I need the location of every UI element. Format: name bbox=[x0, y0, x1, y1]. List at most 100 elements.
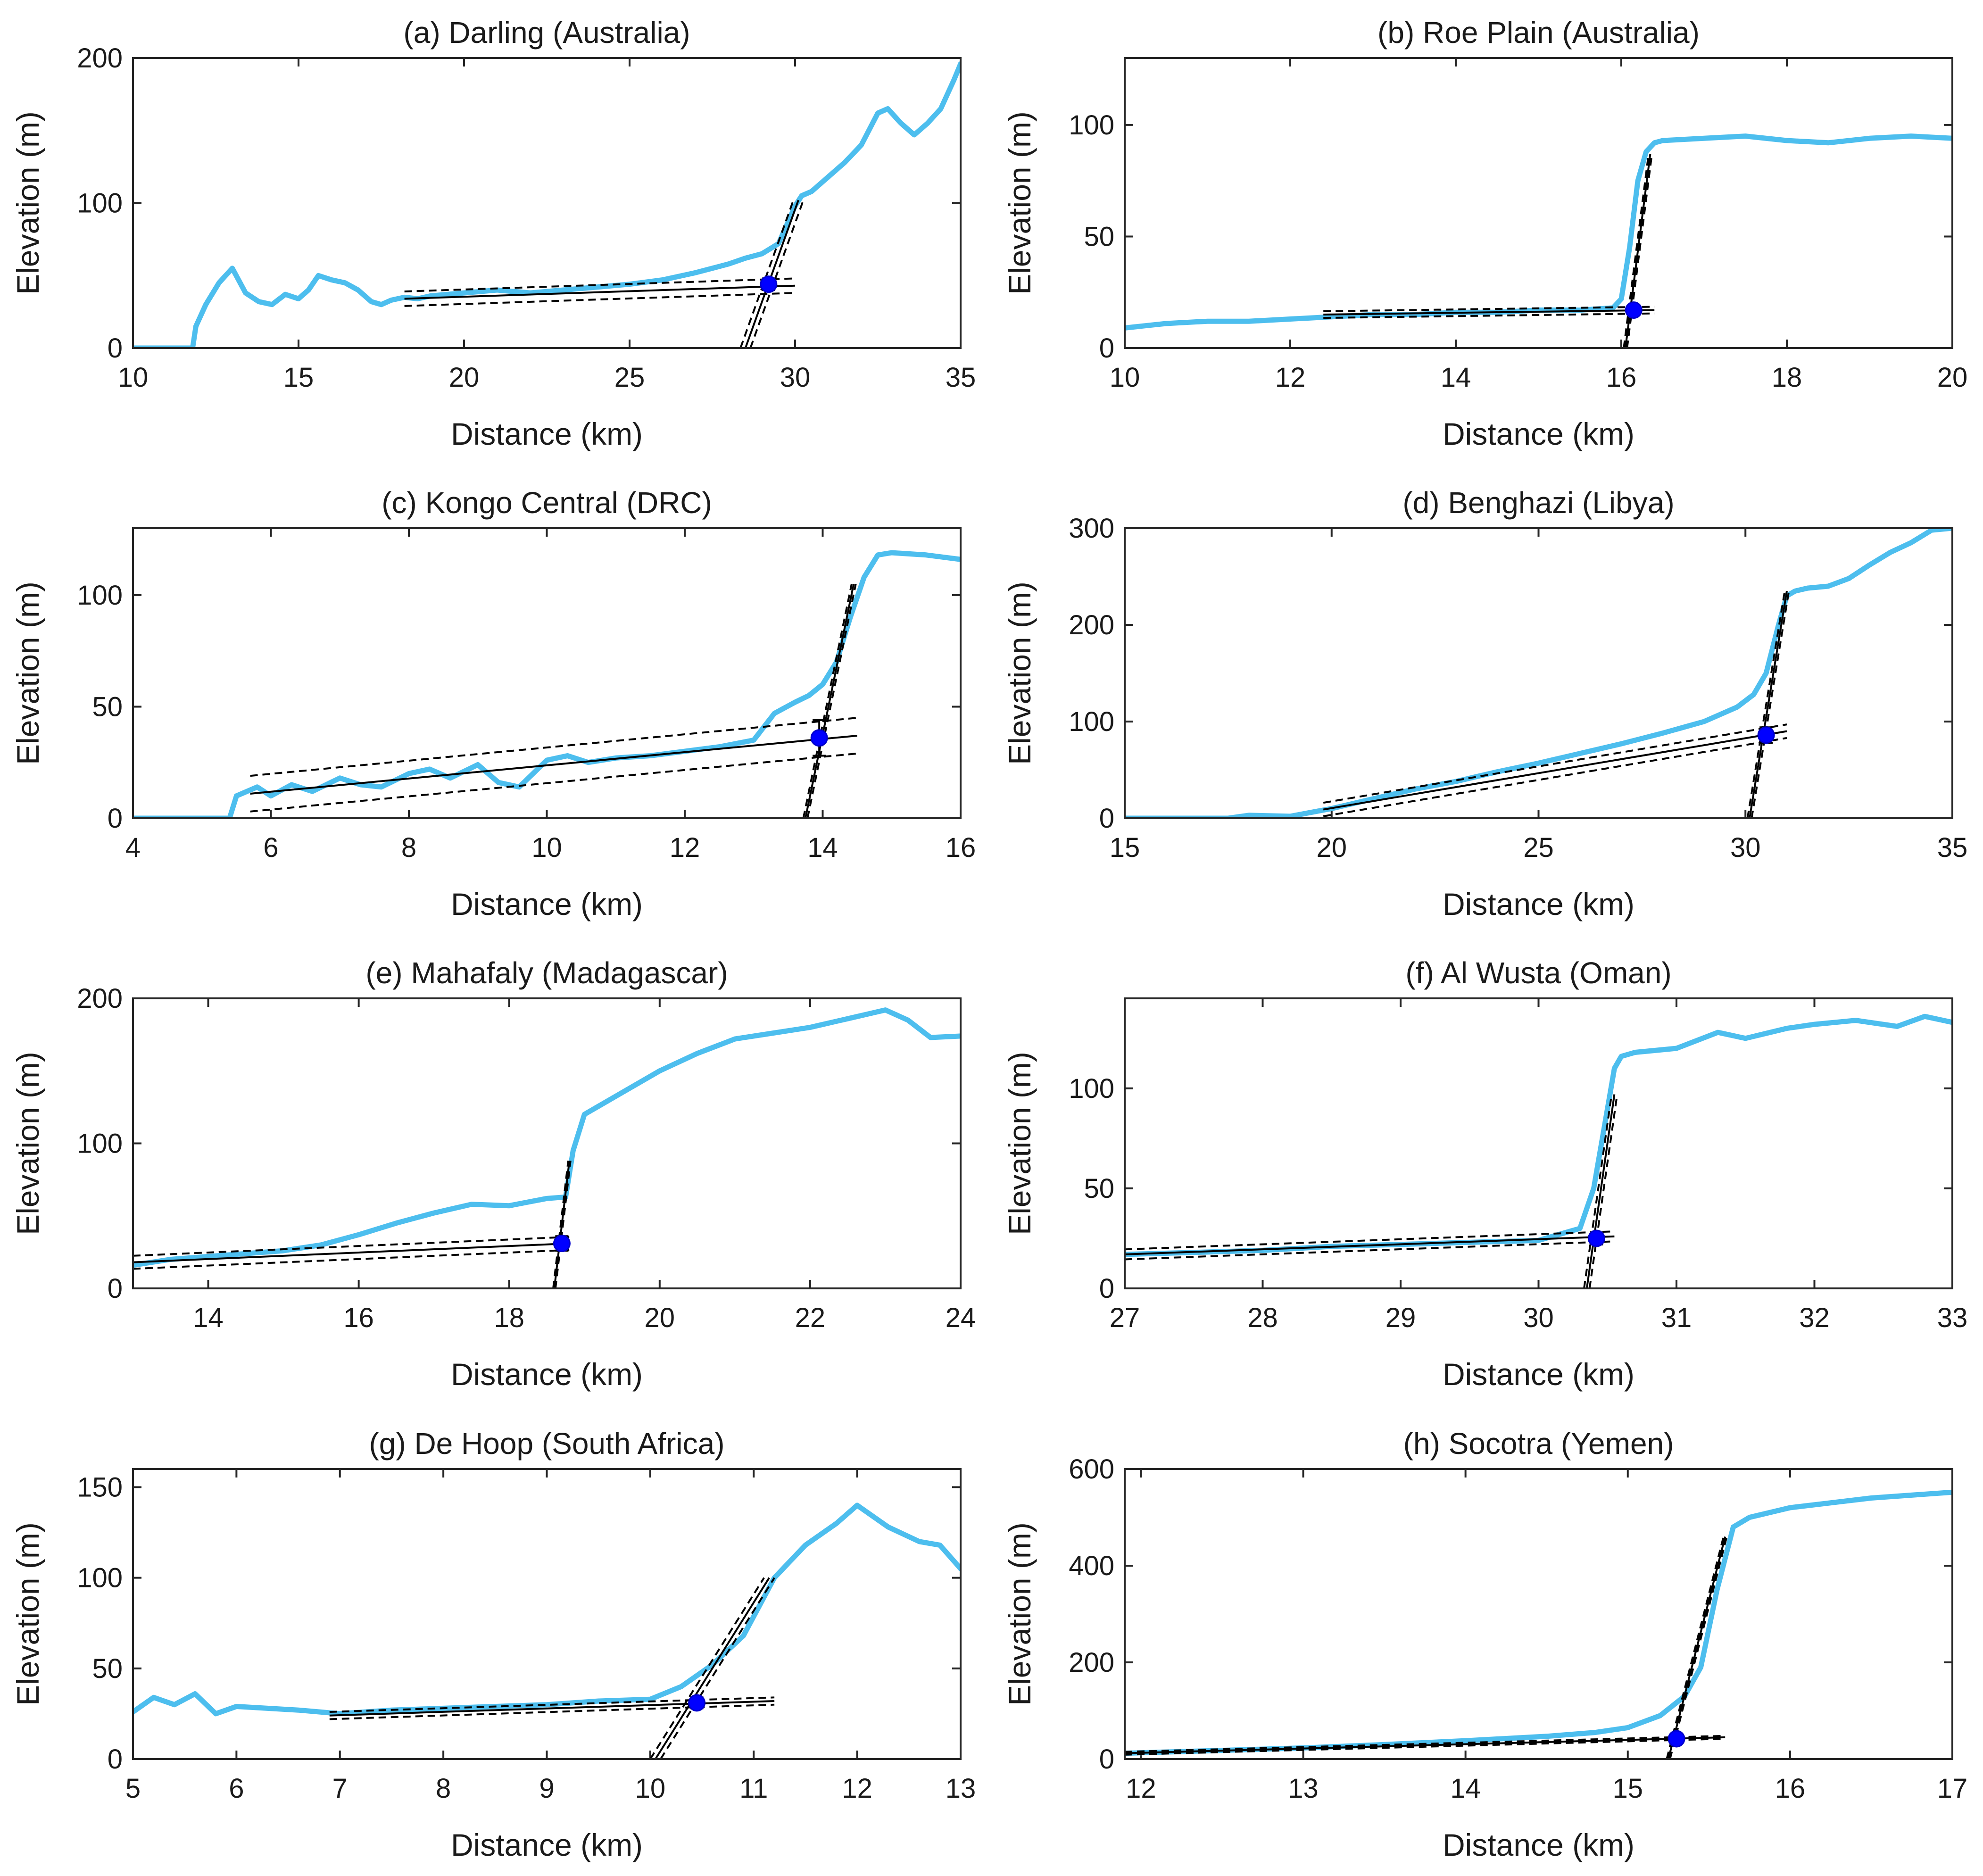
elevation-profile-line bbox=[133, 1007, 961, 1268]
y-tick-label: 100 bbox=[77, 580, 123, 611]
x-tick-label: 17 bbox=[1937, 1773, 1968, 1804]
y-tick-label: 0 bbox=[1099, 1273, 1114, 1304]
x-tick-label: 25 bbox=[614, 362, 645, 393]
y-tick-label: 0 bbox=[108, 1273, 123, 1304]
x-tick-label: 35 bbox=[1937, 832, 1968, 863]
y-axis-label: Elevation (m) bbox=[10, 1052, 45, 1235]
x-tick-label: 14 bbox=[1441, 362, 1471, 393]
scarp-confidence-line bbox=[1666, 1536, 1725, 1759]
platform-fit-line bbox=[1323, 730, 1787, 811]
y-tick-label: 200 bbox=[77, 43, 123, 74]
y-tick-label: 600 bbox=[1069, 1454, 1114, 1485]
inner-edge-point bbox=[688, 1694, 706, 1712]
x-tick-label: 22 bbox=[795, 1303, 826, 1333]
platform-fit-line bbox=[1125, 1736, 1726, 1754]
inner-edge-point bbox=[810, 729, 828, 747]
x-tick-label: 20 bbox=[645, 1303, 675, 1333]
x-tick-label: 27 bbox=[1110, 1303, 1140, 1333]
panel-title: (a) Darling (Australia) bbox=[403, 16, 690, 50]
x-tick-label: 35 bbox=[946, 362, 976, 393]
scarp-fit-line bbox=[804, 583, 855, 818]
y-tick-label: 100 bbox=[77, 1129, 123, 1159]
x-tick-label: 30 bbox=[1523, 1303, 1554, 1333]
scarp-confidence-line bbox=[806, 583, 857, 818]
axes-frame bbox=[132, 527, 962, 819]
x-tick-label: 14 bbox=[807, 832, 838, 863]
elevation-profile-line bbox=[133, 61, 961, 348]
scarp-fit-line bbox=[655, 1577, 770, 1759]
x-tick-label: 13 bbox=[1288, 1773, 1319, 1804]
y-tick-label: 200 bbox=[1069, 1647, 1114, 1678]
x-tick-label: 16 bbox=[1606, 362, 1637, 393]
x-tick-label: 5 bbox=[125, 1773, 141, 1804]
axes-frame bbox=[1124, 57, 1953, 349]
inner-edge-point bbox=[553, 1235, 571, 1253]
platform-fit-line bbox=[1125, 1235, 1615, 1255]
platform-confidence-line bbox=[404, 277, 796, 293]
scarp-confidence-line bbox=[749, 199, 805, 348]
platform-confidence-line bbox=[250, 717, 857, 777]
y-tick-label: 0 bbox=[108, 333, 123, 364]
y-tick-label: 0 bbox=[108, 803, 123, 834]
x-tick-label: 16 bbox=[343, 1303, 374, 1333]
scarp-confidence-line bbox=[552, 1161, 569, 1288]
x-tick-label: 25 bbox=[1523, 832, 1554, 863]
y-axis-label: Elevation (m) bbox=[1002, 1522, 1037, 1706]
elevation-profile-line bbox=[1125, 1013, 1952, 1257]
y-tick-label: 100 bbox=[77, 1563, 123, 1594]
platform-confidence-line bbox=[1323, 312, 1655, 319]
x-tick-label: 16 bbox=[946, 832, 976, 863]
scarp-fit-line bbox=[744, 199, 799, 348]
x-tick-label: 6 bbox=[229, 1773, 244, 1804]
x-axis-label: Distance (km) bbox=[451, 1357, 643, 1392]
x-tick-label: 30 bbox=[780, 362, 811, 393]
x-axis-label: Distance (km) bbox=[1443, 887, 1635, 921]
scarp-confidence-line bbox=[1626, 154, 1653, 348]
y-tick-label: 200 bbox=[77, 983, 123, 1014]
y-tick-label: 100 bbox=[1069, 1073, 1114, 1104]
platform-confidence-line bbox=[1323, 737, 1787, 817]
panel-3: (c) Kongo Central (DRC) Distance (km) Elev… bbox=[10, 486, 976, 921]
x-tick-label: 14 bbox=[193, 1303, 224, 1333]
axes-frame bbox=[132, 57, 962, 349]
x-axis-label: Distance (km) bbox=[451, 416, 643, 451]
scarp-confidence-line bbox=[1669, 1536, 1728, 1759]
x-tick-label: 10 bbox=[1110, 362, 1140, 393]
x-tick-label: 15 bbox=[1613, 1773, 1643, 1804]
y-axis-label: Elevation (m) bbox=[10, 111, 45, 295]
y-tick-label: 50 bbox=[1084, 221, 1114, 252]
scarp-confidence-line bbox=[1751, 590, 1790, 818]
x-tick-label: 15 bbox=[1110, 832, 1140, 863]
y-axis-label: Elevation (m) bbox=[10, 581, 45, 765]
panel-title: (g) De Hoop (South Africa) bbox=[369, 1427, 724, 1461]
axes-frame bbox=[132, 1468, 962, 1760]
platform-fit-line bbox=[133, 1242, 570, 1263]
y-tick-label: 50 bbox=[92, 691, 123, 722]
panel-4: (d) Benghazi (Libya) Distance (km) Elevati… bbox=[1002, 486, 1967, 921]
x-tick-label: 18 bbox=[494, 1303, 524, 1333]
platform-fit-line bbox=[250, 734, 857, 795]
x-tick-label: 14 bbox=[1450, 1773, 1481, 1804]
platform-confidence-line bbox=[1323, 306, 1655, 312]
inner-edge-point bbox=[1668, 1730, 1685, 1748]
platform-confidence-line bbox=[1323, 723, 1787, 804]
y-tick-label: 300 bbox=[1069, 513, 1114, 544]
scarp-confidence-line bbox=[739, 199, 795, 348]
panel-1: (a) Darling (Australia) Distance (km) Elev… bbox=[10, 16, 976, 451]
x-axis-label: Distance (km) bbox=[1443, 1827, 1635, 1862]
x-axis-label: Distance (km) bbox=[1443, 416, 1635, 451]
x-tick-label: 7 bbox=[332, 1773, 348, 1804]
elevation-profile-line bbox=[1125, 133, 1952, 331]
inner-edge-point bbox=[760, 275, 778, 293]
x-tick-label: 4 bbox=[125, 832, 141, 863]
x-tick-label: 20 bbox=[449, 362, 480, 393]
plot-area bbox=[133, 550, 961, 818]
y-tick-label: 0 bbox=[1099, 803, 1114, 834]
y-tick-label: 0 bbox=[108, 1744, 123, 1775]
x-tick-label: 18 bbox=[1772, 362, 1802, 393]
platform-confidence-line bbox=[404, 292, 796, 307]
y-tick-label: 50 bbox=[92, 1653, 123, 1684]
x-tick-label: 8 bbox=[401, 832, 416, 863]
panel-title: (e) Mahafaly (Madagascar) bbox=[365, 956, 728, 990]
x-tick-label: 15 bbox=[283, 362, 314, 393]
